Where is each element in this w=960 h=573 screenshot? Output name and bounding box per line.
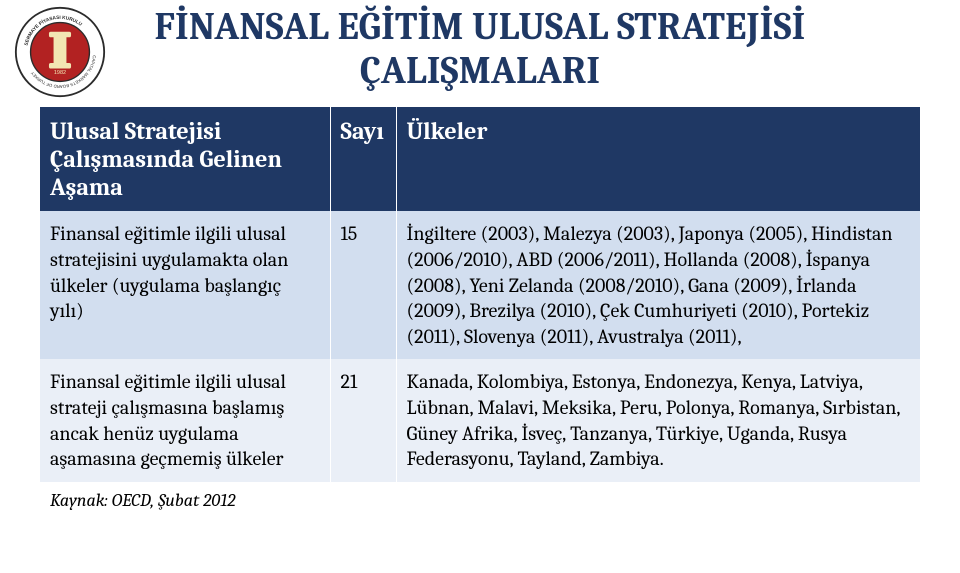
table-header-row: Ulusal Stratejisi Çalışmasında Gelinen A… [40, 107, 920, 211]
cell-countries: Kanada, Kolombiya, Estonya, Endonezya, K… [396, 359, 920, 481]
source-citation: Kaynak: OECD, Şubat 2012 [40, 490, 920, 511]
svg-text:1982: 1982 [54, 70, 66, 76]
agency-logo: SERMAYE PİYASASI KURULU CAPITAL MARKETS … [14, 6, 106, 98]
col-header-stage: Ulusal Stratejisi Çalışmasında Gelinen A… [40, 107, 330, 211]
slide-page: SERMAYE PİYASASI KURULU CAPITAL MARKETS … [0, 0, 960, 573]
table-row: Finansal eğitimle ilgili ulusal strateji… [40, 359, 920, 481]
cell-countries: İngiltere (2003), Malezya (2003), Japony… [396, 211, 920, 359]
cell-count: 15 [330, 211, 396, 359]
cell-stage: Finansal eğitimle ilgili ulusal strateji… [40, 211, 330, 359]
cell-count: 21 [330, 359, 396, 481]
cell-stage: Finansal eğitimle ilgili ulusal strateji… [40, 359, 330, 481]
table-row: Finansal eğitimle ilgili ulusal strateji… [40, 211, 920, 359]
strategy-table: Ulusal Stratejisi Çalışmasında Gelinen A… [40, 107, 920, 481]
col-header-countries: Ülkeler [396, 107, 920, 211]
slide-title: FİNANSAL EĞİTİM ULUSAL STRATEJİSİ ÇALIŞM… [40, 6, 920, 93]
col-header-count: Sayı [330, 107, 396, 211]
